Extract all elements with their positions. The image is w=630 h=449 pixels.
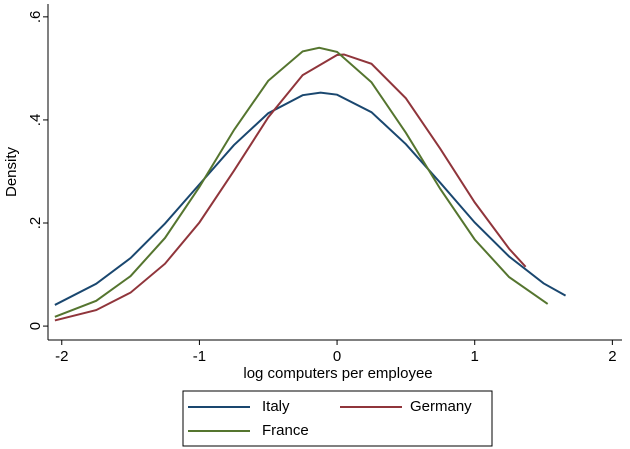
legend [182,390,493,447]
y-tick-label: .6 [27,11,44,24]
y-axis-label: Density [3,146,20,197]
x-tick-label: 1 [471,348,479,365]
x-tick-label: -2 [55,348,68,365]
legend-label: Germany [410,398,472,415]
x-tick-label: -1 [193,348,206,365]
density-line [54,46,549,318]
x-axis-label: log computers per employee [243,365,432,382]
legend-label: Italy [262,398,290,415]
legend-label: France [262,422,309,439]
density-line [54,91,567,306]
y-tick-label: .4 [27,114,44,127]
density-line [54,53,527,322]
x-tick-label: 0 [333,348,341,365]
y-tick-label: .2 [27,217,44,230]
y-tick-label: 0 [27,322,44,330]
x-tick-label: 2 [608,348,616,365]
